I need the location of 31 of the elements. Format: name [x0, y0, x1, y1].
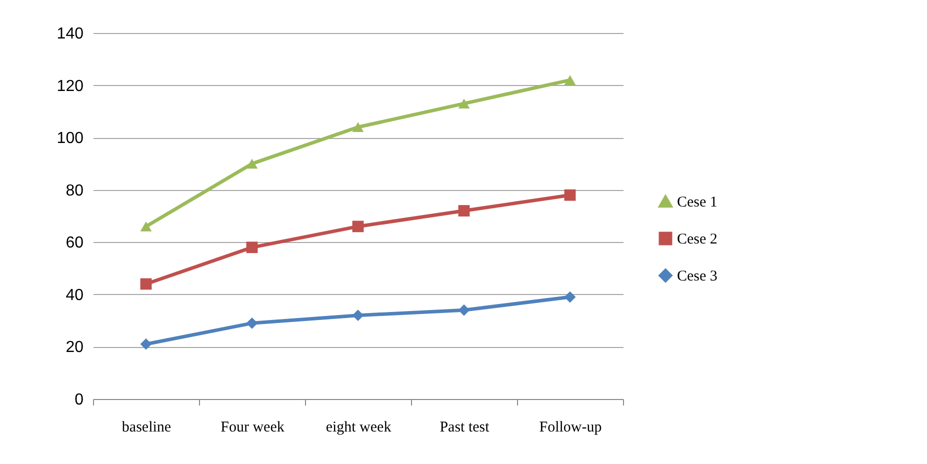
x-tick-label: eight week [326, 420, 392, 436]
point [458, 304, 470, 316]
legend-label: Cese 1 [677, 194, 718, 211]
point [246, 242, 258, 254]
y-tick-label: 120 [56, 78, 84, 95]
point [564, 75, 576, 85]
point [246, 158, 258, 169]
point [564, 189, 576, 201]
y-tick-label: 60 [66, 234, 84, 252]
legend-label: Cese 2 [677, 232, 718, 248]
point [246, 317, 258, 329]
x-tick-label: baseline [122, 420, 172, 436]
point [352, 122, 364, 132]
point [352, 310, 364, 322]
point [140, 222, 152, 232]
y-tick-label: 0 [74, 392, 84, 408]
point [140, 278, 152, 290]
point [140, 338, 152, 350]
y-tick-label: 20 [66, 339, 84, 356]
y-tick-label: 80 [66, 182, 84, 200]
point [458, 98, 470, 109]
point [352, 220, 364, 232]
x-tick-label: Past test [440, 420, 490, 436]
legend-label: Cese 3 [677, 268, 718, 285]
x-tick-label: Follow-up [539, 420, 602, 436]
point [564, 291, 576, 303]
x-tick-label: Four week [220, 420, 285, 436]
y-tick-label: 100 [56, 130, 84, 148]
point [458, 205, 470, 216]
y-tick-label: 140 [56, 26, 84, 42]
y-tick-label: 40 [66, 286, 84, 304]
